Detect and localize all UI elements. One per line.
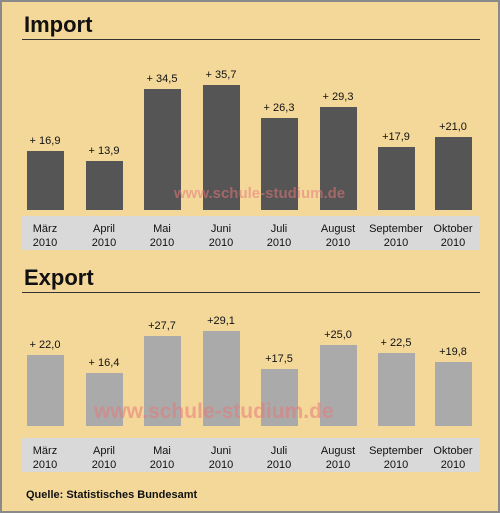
import-bar-7 (377, 147, 415, 210)
import-value-label-6: + 29,3 (322, 91, 354, 104)
import-watermark: www.schule-studium.de (174, 185, 346, 202)
import-bar-4 (202, 85, 240, 210)
import-category-label-4: Juni 2010 (208, 223, 234, 249)
import-value-label-4: + 35,7 (205, 69, 237, 82)
import-bar-8 (434, 136, 472, 210)
source-note: Quelle: Statistisches Bundesamt (26, 489, 198, 501)
export-value-label-2: + 16,4 (88, 356, 120, 369)
import-value-label-3: + 34,5 (146, 73, 178, 86)
import-category-label-2: April 2010 (91, 223, 117, 249)
export-category-label-5: Juli 2010 (266, 445, 292, 471)
export-title: Export (24, 265, 94, 290)
export-value-label-4: +29,1 (207, 315, 235, 328)
export-bar-5 (260, 369, 298, 426)
import-bar-2 (85, 161, 123, 210)
import-category-label-3: Mai 2010 (149, 223, 175, 249)
export-category-label-2: April 2010 (91, 445, 117, 471)
import-bar-6 (319, 107, 357, 210)
import-title: Import (24, 12, 93, 37)
export-bar-7 (377, 352, 415, 426)
import-value-label-8: +21,0 (439, 120, 467, 133)
import-value-label-5: + 26,3 (263, 101, 295, 114)
import-title-rule (22, 39, 480, 40)
export-bar-2 (85, 372, 123, 426)
export-value-label-7: + 22,5 (380, 336, 412, 349)
export-value-label-3: +27,7 (148, 319, 176, 332)
import-category-label-1: März 2010 (32, 223, 58, 249)
import-value-label-1: + 16,9 (29, 134, 61, 147)
export-category-label-1: März 2010 (32, 445, 58, 471)
import-value-label-7: +17,9 (382, 131, 410, 144)
export-bar-3 (143, 335, 181, 426)
export-axis-band (22, 438, 480, 472)
export-bar-4 (202, 331, 240, 426)
import-category-label-6: August 2010 (320, 223, 356, 249)
export-bar-1 (26, 354, 64, 426)
import-bar-1 (26, 150, 64, 210)
import-category-label-7: September 2010 (369, 223, 423, 249)
export-bar-8 (434, 361, 472, 426)
import-bar-5 (260, 117, 298, 210)
export-value-label-6: +25,0 (324, 328, 352, 341)
import-category-label-5: Juli 2010 (266, 223, 292, 249)
export-category-label-6: August 2010 (320, 445, 356, 471)
export-bar-6 (319, 344, 357, 426)
import-value-label-2: + 13,9 (88, 145, 120, 158)
export-value-label-5: +17,5 (265, 353, 293, 366)
export-category-label-8: Oktober 2010 (433, 445, 473, 471)
export-value-label-1: + 22,0 (29, 338, 61, 351)
export-watermark: www.schule-studium.de (94, 400, 334, 423)
export-title-rule (22, 292, 480, 293)
export-category-label-4: Juni 2010 (208, 445, 234, 471)
export-category-label-3: Mai 2010 (149, 445, 175, 471)
import-bar-3 (143, 89, 181, 210)
import-axis-band (22, 216, 480, 250)
import-category-label-8: Oktober 2010 (433, 223, 473, 249)
export-category-label-7: September 2010 (369, 445, 423, 471)
export-value-label-8: +19,8 (439, 345, 467, 358)
